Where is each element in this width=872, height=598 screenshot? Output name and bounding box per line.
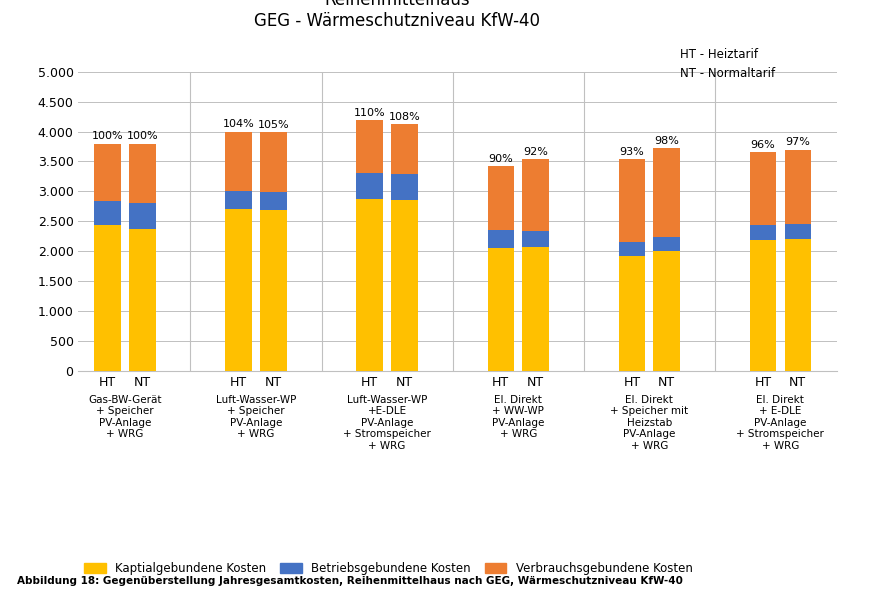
- Text: 100%: 100%: [126, 132, 158, 141]
- Text: Abbildung 18: Gegenüberstellung Jahresgesamtkosten, Reihenmittelhaus nach GEG, W: Abbildung 18: Gegenüberstellung Jahresge…: [17, 576, 684, 586]
- Bar: [357, 120, 383, 173]
- Bar: [129, 144, 155, 203]
- Bar: [618, 242, 645, 256]
- Text: 97%: 97%: [786, 138, 810, 147]
- Bar: [750, 152, 776, 225]
- Bar: [487, 166, 514, 230]
- Bar: [522, 247, 548, 371]
- Bar: [618, 256, 645, 371]
- Bar: [392, 124, 418, 174]
- Bar: [522, 159, 548, 230]
- Text: El. Direkt
+ E-DLE
PV-Anlage
+ Stromspeicher
+ WRG: El. Direkt + E-DLE PV-Anlage + Stromspei…: [737, 395, 824, 451]
- Bar: [129, 203, 155, 229]
- Bar: [225, 209, 252, 371]
- Text: 90%: 90%: [488, 154, 513, 163]
- Bar: [94, 225, 121, 371]
- Text: 98%: 98%: [654, 136, 679, 145]
- Bar: [522, 230, 548, 247]
- Bar: [750, 225, 776, 240]
- Bar: [487, 248, 514, 371]
- Bar: [225, 191, 252, 209]
- Bar: [653, 251, 680, 371]
- Text: 92%: 92%: [523, 147, 548, 157]
- Bar: [750, 240, 776, 371]
- Bar: [357, 173, 383, 199]
- Text: 100%: 100%: [92, 132, 123, 141]
- Text: 104%: 104%: [222, 120, 255, 130]
- Bar: [129, 229, 155, 371]
- Bar: [357, 199, 383, 371]
- Bar: [260, 210, 287, 371]
- Bar: [94, 144, 121, 201]
- Text: 93%: 93%: [619, 147, 644, 157]
- Text: 110%: 110%: [354, 108, 385, 117]
- Bar: [618, 159, 645, 242]
- Text: Luft-Wasser-WP
+E-DLE
PV-Anlage
+ Stromspeicher
+ WRG: Luft-Wasser-WP +E-DLE PV-Anlage + Stroms…: [344, 395, 431, 451]
- Bar: [94, 201, 121, 225]
- Bar: [392, 200, 418, 371]
- Text: Luft-Wasser-WP
+ Speicher
PV-Anlage
+ WRG: Luft-Wasser-WP + Speicher PV-Anlage + WR…: [216, 395, 296, 440]
- Text: El. Direkt
+ Speicher mit
Heizstab
PV-Anlage
+ WRG: El. Direkt + Speicher mit Heizstab PV-An…: [610, 395, 688, 451]
- Text: 96%: 96%: [751, 140, 775, 150]
- Text: El. Direkt
+ WW-WP
PV-Anlage
+ WRG: El. Direkt + WW-WP PV-Anlage + WRG: [492, 395, 544, 440]
- Text: 108%: 108%: [389, 112, 420, 122]
- Bar: [785, 224, 811, 239]
- Bar: [785, 150, 811, 224]
- Text: Gas-BW-Gerät
+ Speicher
PV-Anlage
+ WRG: Gas-BW-Gerät + Speicher PV-Anlage + WRG: [88, 395, 161, 440]
- Bar: [653, 237, 680, 251]
- Bar: [260, 132, 287, 192]
- Bar: [225, 132, 252, 191]
- Bar: [487, 230, 514, 248]
- Text: Reihenmittelhaus
GEG - Wärmeschutzniveau KfW-40: Reihenmittelhaus GEG - Wärmeschutzniveau…: [254, 0, 540, 30]
- Bar: [653, 148, 680, 237]
- Legend: Kaptialgebundene Kosten, Betriebsgebundene Kosten, Verbrauchsgebundene Kosten: Kaptialgebundene Kosten, Betriebsgebunde…: [85, 562, 692, 575]
- Text: 105%: 105%: [257, 120, 290, 130]
- Bar: [260, 192, 287, 210]
- Bar: [392, 174, 418, 200]
- Bar: [785, 239, 811, 371]
- Text: HT - Heiztarif
NT - Normaltarif: HT - Heiztarif NT - Normaltarif: [680, 48, 775, 80]
